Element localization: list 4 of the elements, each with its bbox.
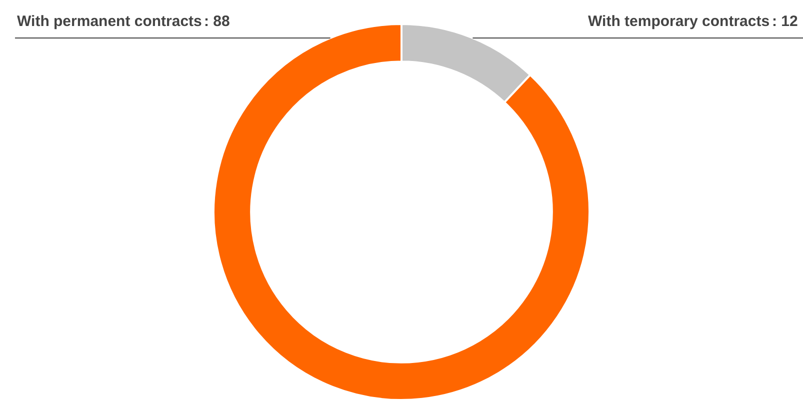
- slice-label: With permanent contracts: [17, 13, 202, 30]
- data-label: : 12: [772, 13, 798, 30]
- slice-label: With temporary contracts: [588, 13, 770, 30]
- data-label: : 88: [204, 13, 230, 30]
